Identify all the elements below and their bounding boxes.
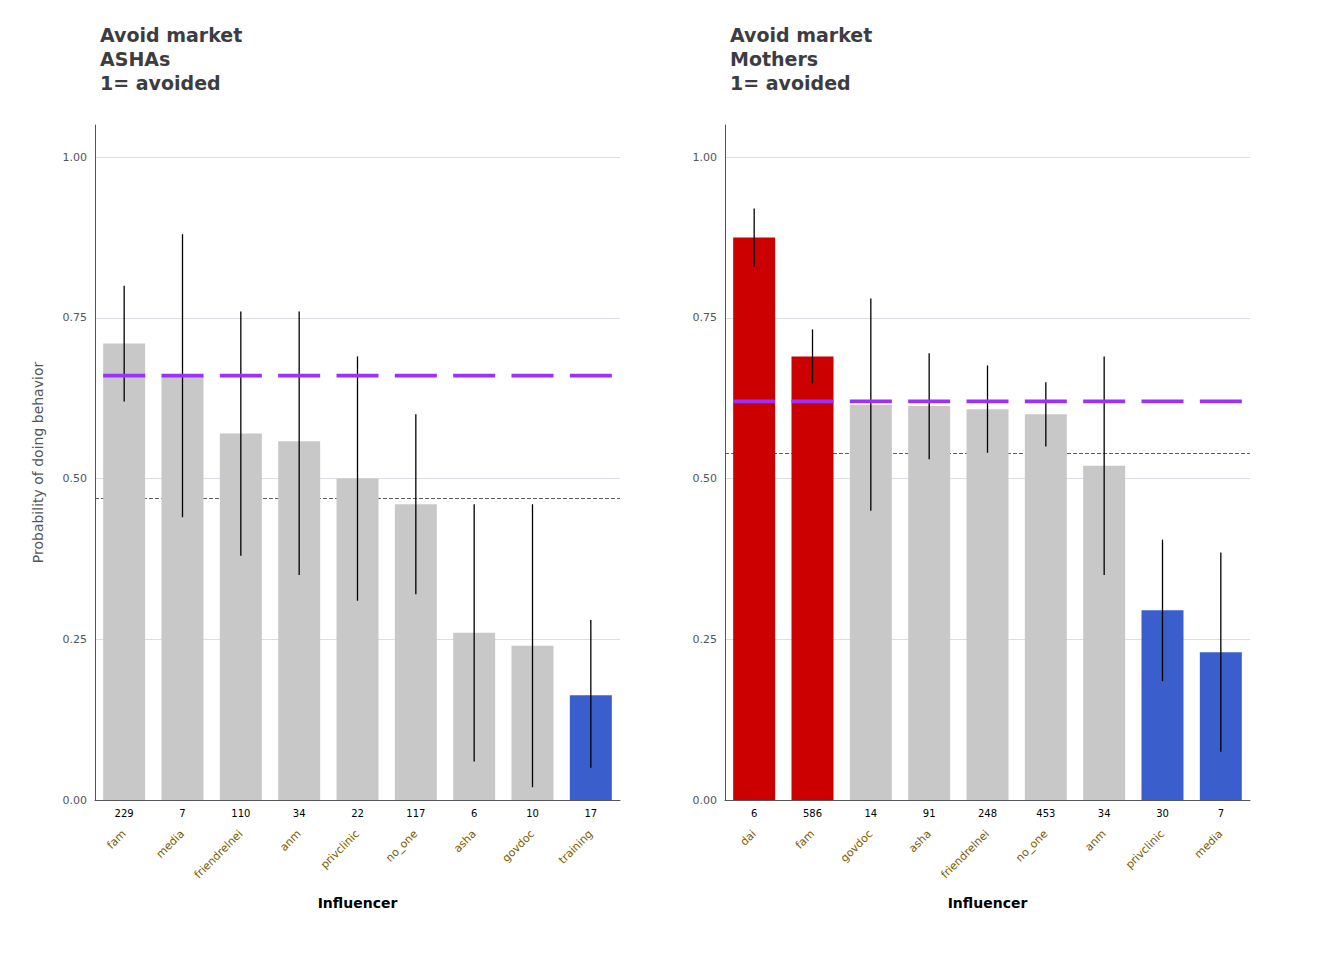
svg-text:Avoid market: Avoid market <box>730 24 872 46</box>
svg-text:0.50: 0.50 <box>63 472 88 485</box>
svg-text:0.62: 0.62 <box>1255 394 1282 408</box>
svg-text:0.25: 0.25 <box>63 633 88 646</box>
svg-text:govdoc: govdoc <box>838 827 875 864</box>
svg-text:1= avoided: 1= avoided <box>100 72 221 94</box>
svg-text:Avoid market: Avoid market <box>100 24 242 46</box>
svg-text:34: 34 <box>293 808 306 819</box>
svg-text:Influencer: Influencer <box>318 895 398 911</box>
svg-text:anm: anm <box>277 827 303 853</box>
svg-text:17: 17 <box>584 808 597 819</box>
svg-text:govdoc: govdoc <box>500 827 537 864</box>
svg-text:6: 6 <box>471 808 477 819</box>
svg-text:ASHAs: ASHAs <box>100 48 170 70</box>
svg-text:Mothers: Mothers <box>730 48 818 70</box>
svg-text:0.50: 0.50 <box>693 472 718 485</box>
svg-text:110: 110 <box>231 808 250 819</box>
svg-text:10: 10 <box>526 808 539 819</box>
svg-text:media: media <box>1192 827 1225 860</box>
svg-text:media: media <box>154 827 187 860</box>
svg-text:7: 7 <box>179 808 185 819</box>
svg-text:453: 453 <box>1036 808 1055 819</box>
svg-text:0.00: 0.00 <box>693 794 718 807</box>
svg-text:34: 34 <box>1098 808 1111 819</box>
svg-text:586: 586 <box>803 808 822 819</box>
svg-text:6: 6 <box>751 808 757 819</box>
svg-text:fam: fam <box>105 827 129 851</box>
svg-text:friendrelnei: friendrelnei <box>938 827 992 881</box>
svg-text:dai: dai <box>738 827 759 848</box>
svg-text:117: 117 <box>406 808 425 819</box>
svg-text:asha: asha <box>906 827 934 855</box>
svg-text:privclinic: privclinic <box>1123 827 1167 871</box>
svg-text:no_one: no_one <box>1013 827 1050 864</box>
svg-text:1= avoided: 1= avoided <box>730 72 851 94</box>
svg-text:22: 22 <box>351 808 364 819</box>
svg-text:fam: fam <box>793 827 817 851</box>
svg-text:30: 30 <box>1156 808 1169 819</box>
svg-text:0.66: 0.66 <box>625 369 652 383</box>
svg-text:Influencer: Influencer <box>948 895 1028 911</box>
svg-text:privclinic: privclinic <box>318 827 362 871</box>
svg-text:1.00: 1.00 <box>693 151 718 164</box>
svg-text:0.00: 0.00 <box>63 794 88 807</box>
svg-text:friendrelnei: friendrelnei <box>192 827 246 881</box>
svg-text:229: 229 <box>115 808 134 819</box>
svg-text:asha: asha <box>451 827 479 855</box>
svg-text:14: 14 <box>864 808 877 819</box>
svg-text:0.75: 0.75 <box>63 311 88 324</box>
svg-text:no_one: no_one <box>383 827 420 864</box>
svg-text:1.00: 1.00 <box>63 151 88 164</box>
svg-text:0.75: 0.75 <box>693 311 718 324</box>
svg-text:anm: anm <box>1082 827 1108 853</box>
svg-text:91: 91 <box>923 808 936 819</box>
svg-text:7: 7 <box>1218 808 1224 819</box>
svg-text:Probability of doing behavior: Probability of doing behavior <box>30 362 46 564</box>
svg-text:248: 248 <box>978 808 997 819</box>
svg-text:0.25: 0.25 <box>693 633 718 646</box>
svg-text:training: training <box>556 827 595 866</box>
